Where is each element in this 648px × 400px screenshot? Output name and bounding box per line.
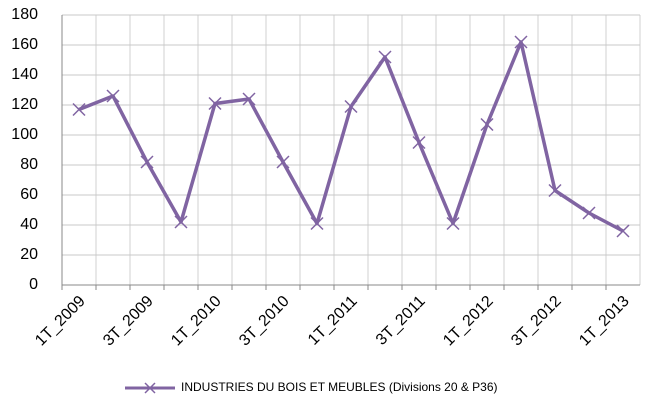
point-marker [616, 224, 630, 238]
x-tick-label: 3T_2009 [100, 293, 157, 350]
point-marker [208, 96, 222, 111]
point-marker [378, 50, 392, 64]
point-marker [310, 216, 324, 231]
x-tick-label: 1T_2012 [440, 293, 497, 350]
y-tick-label: 40 [20, 216, 38, 233]
series-line [78, 40, 624, 233]
y-tick-label: 100 [11, 126, 38, 143]
x-tick-label: 3T_2011 [373, 293, 429, 349]
y-tick-label: 60 [20, 186, 38, 203]
y-tick-label: 160 [11, 36, 38, 53]
point-marker [582, 206, 596, 220]
x-tick-label: 1T_2010 [168, 293, 225, 350]
x-tick-label: 1T_2009 [32, 293, 89, 350]
y-tick-label: 120 [11, 96, 38, 113]
y-tick-label: 140 [11, 66, 38, 83]
y-tick-label: 80 [20, 156, 38, 173]
y-tick-label: 20 [20, 246, 38, 263]
x-tick-label: 3T_2012 [508, 293, 565, 350]
x-tick-label: 1T_2011 [305, 293, 361, 349]
legend-marker [144, 382, 156, 394]
x-tick-label: 1T_2013 [576, 293, 633, 350]
point-marker [412, 135, 426, 150]
point-marker [140, 155, 154, 169]
legend-label: INDUSTRIES DU BOIS ET MEUBLES (Divisions… [181, 380, 498, 394]
point-marker [174, 215, 188, 229]
point-marker [480, 117, 494, 132]
point-marker [106, 89, 120, 103]
point-marker [548, 183, 562, 198]
point-marker [446, 216, 460, 231]
point-marker [276, 155, 290, 169]
point-marker [514, 35, 528, 49]
point-marker [242, 92, 256, 106]
point-marker [344, 99, 358, 114]
y-tick-label: 180 [11, 6, 38, 23]
point-marker [72, 102, 86, 117]
x-tick-label: 3T_2010 [236, 293, 293, 350]
y-tick-label: 0 [29, 276, 38, 293]
